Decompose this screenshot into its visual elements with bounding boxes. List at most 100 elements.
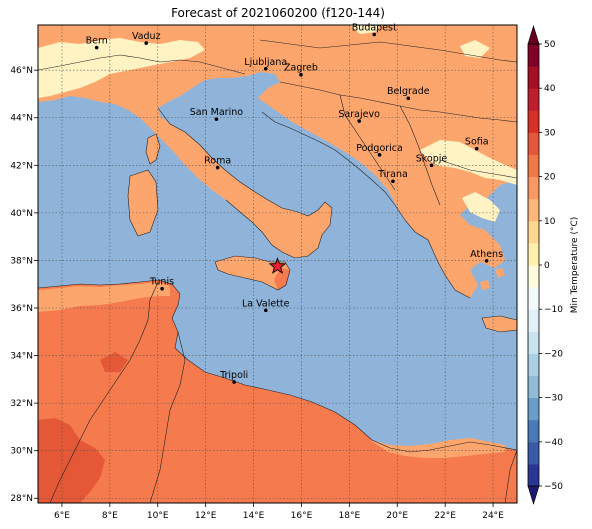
colorbar-tick-label: −50 bbox=[544, 482, 563, 492]
city-dot bbox=[357, 119, 361, 123]
map-title: Forecast of 2021060200 (f120-144) bbox=[171, 6, 385, 20]
city-label: Tunis bbox=[149, 277, 174, 288]
city-dot bbox=[474, 146, 479, 151]
city-label: Zagreb bbox=[284, 63, 318, 74]
graticule bbox=[38, 25, 517, 503]
city-dot bbox=[263, 66, 268, 71]
city-label: Vaduz bbox=[132, 31, 161, 42]
city-dot bbox=[144, 41, 149, 45]
lat-tick-label: 36°N bbox=[10, 304, 33, 314]
colorbar-segment bbox=[528, 331, 539, 354]
city-label: Skopje bbox=[416, 153, 448, 164]
lon-tick-label: 16°E bbox=[291, 511, 313, 521]
lat-tick-label: 44°N bbox=[10, 114, 33, 124]
africa-land bbox=[38, 280, 517, 503]
colorbar-min-arrow bbox=[527, 485, 540, 506]
city-dot bbox=[215, 165, 220, 170]
crete bbox=[482, 316, 517, 332]
alps-cool bbox=[38, 38, 205, 98]
city-label: Belgrade bbox=[387, 86, 430, 97]
lon-tick-label: 24°E bbox=[482, 511, 504, 521]
sahara-hot bbox=[38, 418, 105, 503]
city-dot bbox=[377, 153, 382, 157]
lat-tick-label: 38°N bbox=[10, 256, 33, 266]
city-label: Tirana bbox=[377, 169, 408, 180]
lat-tick-label: 28°N bbox=[10, 494, 33, 504]
city-dot bbox=[484, 259, 489, 263]
lat-tick-label: 40°N bbox=[10, 209, 33, 219]
greece-cool bbox=[462, 192, 500, 222]
colorbar-tick-label: 50 bbox=[544, 40, 556, 50]
lat-tick-label: 46°N bbox=[10, 66, 33, 76]
border-north bbox=[259, 39, 517, 63]
colorbar-segment bbox=[528, 463, 539, 487]
city-dot bbox=[372, 32, 377, 37]
city-dot bbox=[406, 96, 411, 101]
coastline-balkans bbox=[261, 111, 471, 299]
city-dot bbox=[429, 163, 434, 168]
city-label: Budapest bbox=[352, 23, 397, 34]
location-marker bbox=[268, 257, 287, 274]
border-libya-tunisia bbox=[149, 331, 186, 503]
colorbar-segment bbox=[528, 353, 539, 376]
libya-coast-cool bbox=[370, 438, 505, 458]
colorbar-max-arrow bbox=[527, 24, 540, 45]
map-frame bbox=[37, 24, 518, 504]
city-dot bbox=[232, 380, 236, 384]
border-alps bbox=[38, 54, 246, 75]
city-dot bbox=[263, 308, 268, 313]
lon-tick-label: 20°E bbox=[386, 511, 408, 521]
lon-tick-label: 14°E bbox=[243, 511, 265, 521]
coastline-africa bbox=[38, 279, 517, 453]
city-dot bbox=[299, 72, 303, 77]
city-label: Sofia bbox=[465, 137, 489, 148]
colorbar-segment bbox=[528, 44, 539, 67]
colorbar-segment bbox=[528, 397, 539, 421]
lon-tick-label: 10°E bbox=[147, 511, 169, 521]
colorbar-segment bbox=[528, 441, 539, 465]
lat-tick-label: 32°N bbox=[10, 399, 33, 409]
carpathian-cool bbox=[460, 40, 490, 58]
longitude-axis: 6°E 8°E 10°E 12°E 14°E 16°E 18°E 20°E 22°E 24°E bbox=[54, 503, 504, 521]
colorbar-segment bbox=[528, 66, 539, 89]
colorbar-segment bbox=[528, 242, 539, 266]
colorbar-tick-label: 40 bbox=[544, 84, 556, 94]
city-label: Ljubljana bbox=[244, 57, 287, 68]
latitude-axis: 28°N 30°N 32°N 34°N 36°N 38°N 40°N 42°N 44°N 46°N bbox=[10, 66, 38, 504]
colorbar-segment bbox=[528, 176, 539, 200]
europe-land bbox=[38, 25, 517, 298]
city-label: Sarajevo bbox=[338, 109, 380, 120]
colorbar-tick-label: −40 bbox=[544, 438, 563, 448]
colorbar-segment bbox=[528, 110, 539, 133]
sicily-outline bbox=[214, 255, 291, 291]
lat-tick-label: 30°N bbox=[10, 447, 33, 457]
lon-tick-label: 12°E bbox=[195, 511, 217, 521]
city-label: La Valette bbox=[242, 298, 290, 309]
lon-tick-label: 8°E bbox=[102, 511, 118, 521]
colorbar-tick-label: −20 bbox=[544, 349, 563, 359]
border-balkan-3 bbox=[399, 105, 441, 206]
colorbar-segment bbox=[528, 309, 539, 332]
colorbar-tick-label: 0 bbox=[544, 261, 550, 271]
lat-tick-label: 42°N bbox=[10, 161, 33, 171]
colorbar-segment bbox=[528, 132, 539, 155]
border-libya-egypt bbox=[504, 449, 517, 503]
colorbar-tick-label: 10 bbox=[544, 217, 556, 227]
lon-tick-label: 22°E bbox=[434, 511, 456, 521]
colorbar-tick-label: 30 bbox=[544, 128, 556, 138]
aegean-islands bbox=[480, 268, 505, 290]
sardinia-outline bbox=[127, 169, 159, 237]
colorbar-segment bbox=[528, 154, 539, 178]
corsica-outline bbox=[145, 133, 161, 165]
colorbar-segment bbox=[528, 265, 539, 288]
border-algeria-tunisia bbox=[49, 281, 159, 503]
africa-coast-cool bbox=[38, 282, 170, 312]
lon-tick-label: 6°E bbox=[54, 511, 70, 521]
colorbar-tick-label: 20 bbox=[544, 173, 556, 183]
algeria-hot bbox=[100, 352, 128, 372]
corsica bbox=[146, 134, 160, 164]
colorbar-segment bbox=[528, 220, 539, 244]
coastline-italy bbox=[157, 107, 333, 259]
